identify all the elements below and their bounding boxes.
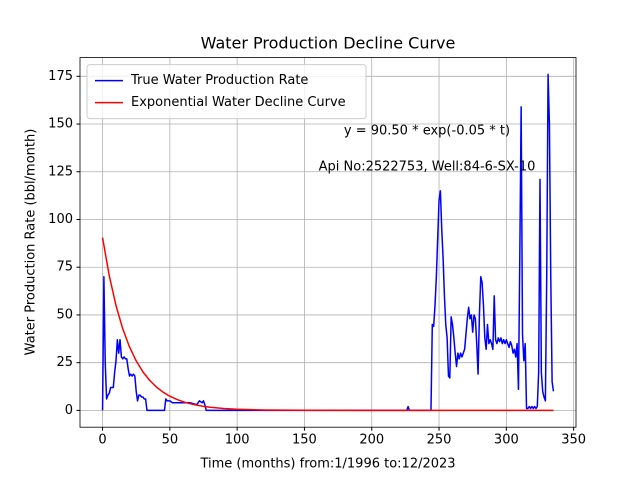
legend-box [86,64,367,120]
y-tick-label: 25 [56,355,73,370]
y-tick-label: 150 [48,117,73,132]
legend-label: Exponential Water Decline Curve [131,95,346,110]
x-axis-label: Time (months) from:1/1996 to:12/2023 [199,457,455,472]
annotation: y = 90.50 * exp(-0.05 * t) [344,124,510,139]
x-tick-label: 0 [98,433,106,448]
x-tick-label: 200 [359,433,384,448]
y-tick-label: 175 [48,69,73,84]
chart-title: Water Production Decline Curve [201,34,456,53]
x-tick-label: 350 [561,433,586,448]
x-tick-label: 100 [225,433,250,448]
x-tick-label: 300 [494,433,519,448]
y-tick-label: 50 [56,307,73,322]
y-tick-label: 100 [48,212,73,227]
y-tick-label: 125 [48,164,73,179]
x-tick-label: 250 [427,433,452,448]
data-line [101,237,554,412]
y-axis-label: Water Production Rate (bbl/month) [24,129,39,356]
x-tick-label: 150 [292,433,317,448]
x-tick-label: 50 [162,433,179,448]
axes-frame [79,57,577,428]
y-tick-label: 0 [65,403,73,418]
y-tick-label: 75 [56,260,73,275]
legend-label: True Water Production Rate [130,73,308,88]
data-line [101,73,555,412]
annotation: Api No:2522753, Well:84-6-SX-10 [319,160,536,175]
